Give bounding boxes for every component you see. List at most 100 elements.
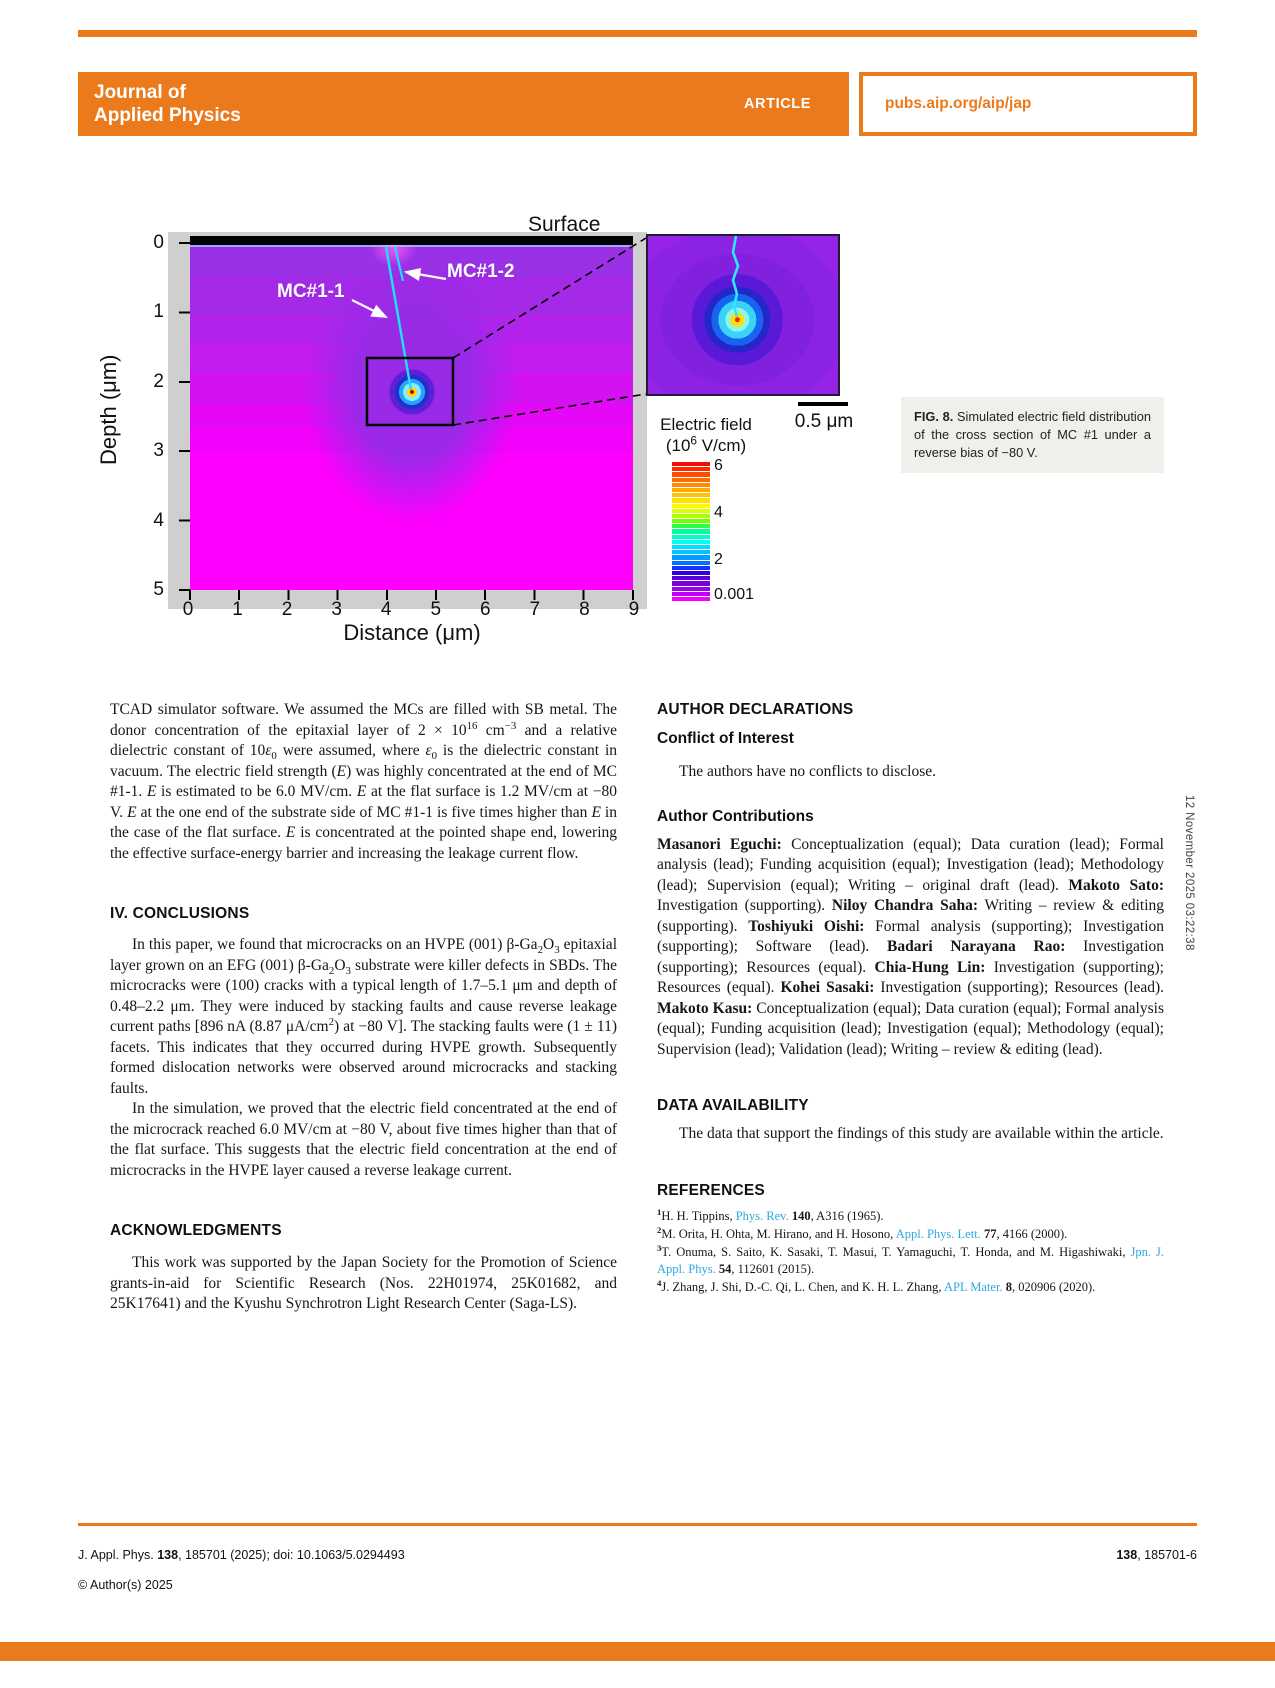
colorbar-stripe xyxy=(672,487,710,493)
footer-citation: J. Appl. Phys. 138, 185701 (2025); doi: … xyxy=(78,1548,405,1562)
x-tick: 9 xyxy=(628,599,640,620)
x-tick: 8 xyxy=(579,599,590,620)
colorbar-stripe xyxy=(672,550,710,555)
x-tick: 7 xyxy=(529,599,541,620)
body-paragraph: The authors have no conflicts to disclos… xyxy=(679,763,936,780)
subheading-conflict-of-interest: Conflict of Interest xyxy=(657,730,794,747)
colorbar-stripe xyxy=(672,462,710,467)
x-axis-ticks xyxy=(189,590,635,600)
reference-item: 2M. Orita, H. Ohta, M. Hirano, and H. Ho… xyxy=(657,1224,1068,1241)
annotation-mc1-1: MC#1-1 xyxy=(277,281,345,302)
x-axis-tick-labels: 0 1 2 3 4 5 6 7 8 9 xyxy=(177,600,645,620)
reference-link[interactable]: APL Mater. xyxy=(944,1279,1003,1294)
x-tick: 3 xyxy=(331,599,342,620)
crack-tip-field-hotspot xyxy=(389,369,435,415)
y-tick: 5 xyxy=(153,578,164,600)
bottom-accent-bar xyxy=(0,1642,1275,1661)
references-list: 1H. H. Tippins, Phys. Rev. 140, A316 (19… xyxy=(657,1206,1164,1296)
colorbar-stripe xyxy=(672,513,710,519)
colorbar-stripe xyxy=(672,555,710,560)
section-heading-conclusions: IV. CONCLUSIONS xyxy=(110,905,250,922)
surface-bar xyxy=(190,236,633,245)
colorbar-tick-label: 4 xyxy=(714,504,723,521)
colorbar-stripe xyxy=(672,529,710,534)
download-timestamp: 12 November 2025 03:22:38 xyxy=(1183,795,1195,951)
subheading-author-contributions: Author Contributions xyxy=(657,807,814,825)
body-paragraph: This work was supported by the Japan Soc… xyxy=(110,1254,617,1312)
x-tick: 0 xyxy=(182,599,194,620)
section-heading-references: REFERENCES xyxy=(657,1181,765,1199)
surface-label: Surface xyxy=(528,213,601,236)
annotation-mc1-2: MC#1-2 xyxy=(447,261,515,282)
x-tick: 6 xyxy=(479,599,491,620)
surface-field-line xyxy=(190,245,633,247)
colorbar-stripe xyxy=(672,472,710,477)
colorbar-units: (106 V/cm) xyxy=(665,433,747,455)
reference-item: 1H. H. Tippins, Phys. Rev. 140, A316 (19… xyxy=(657,1206,884,1223)
colorbar-stripe xyxy=(672,467,710,472)
colorbar-stripe xyxy=(672,503,710,508)
y-axis-title: Depth (μm) xyxy=(96,354,121,466)
journal-url-link[interactable]: pubs.aip.org/aip/jap xyxy=(863,76,1193,132)
top-accent-bar xyxy=(78,30,1197,37)
colorbar-stripe xyxy=(672,576,710,581)
y-tick: 4 xyxy=(153,509,164,531)
section-heading-data-availability: DATA AVAILABILITY xyxy=(657,1097,809,1114)
reference-link[interactable]: Phys. Rev. xyxy=(735,1208,789,1223)
y-axis-ticks xyxy=(179,242,190,591)
colorbar-stripe xyxy=(672,565,710,570)
y-tick: 1 xyxy=(153,301,164,323)
colorbar-title: Electric field xyxy=(660,415,752,434)
journal-name-line1: Journal of xyxy=(94,82,186,103)
colorbar-stripe xyxy=(672,545,710,550)
crack-tip-inset-plot xyxy=(646,234,840,396)
colorbar-tick-label: 2 xyxy=(714,551,723,568)
footer-page-number: 138, 185701-6 xyxy=(1116,1548,1197,1562)
reference-item: 3T. Onuma, S. Saito, K. Sasaki, T. Masui… xyxy=(657,1242,1164,1276)
section-heading-acknowledgments: ACKNOWLEDGMENTS xyxy=(110,1222,282,1239)
colorbar-ticks: 6 4 2 0.001 xyxy=(714,457,778,603)
colorbar-stripe xyxy=(672,524,710,529)
colorbar-stripe xyxy=(672,534,710,539)
body-paragraph: Masanori Eguchi: Conceptualization (equa… xyxy=(657,835,1165,1058)
colorbar-stripe xyxy=(672,596,710,602)
body-paragraph: TCAD simulator software. We assumed the … xyxy=(110,701,618,862)
colorbar-tick-label: 0.001 xyxy=(714,586,755,603)
colorbar-tick-label: 6 xyxy=(714,457,723,474)
x-axis-title: Distance (μm) xyxy=(343,620,481,645)
colorbar-stripes xyxy=(672,462,710,602)
colorbar-stripe xyxy=(672,560,710,565)
reference-link[interactable]: Appl. Phys. Lett. xyxy=(895,1226,981,1241)
colorbar-stripe xyxy=(672,482,710,487)
header-banner: Journal of Applied Physics ARTICLE pubs.… xyxy=(78,72,1197,136)
left-column: TCAD simulator software. We assumed the … xyxy=(110,700,617,1315)
colorbar-stripe xyxy=(672,508,710,513)
colorbar-stripe xyxy=(672,493,710,498)
reference-item: 4J. Zhang, J. Shi, D.-C. Qi, L. Chen, an… xyxy=(657,1277,1096,1294)
reference-link[interactable]: Jpn. J. Appl. Phys. xyxy=(657,1244,1164,1276)
colorbar-stripe xyxy=(672,519,710,524)
body-paragraph: The data that support the findings of th… xyxy=(679,1125,1164,1142)
footer-rule xyxy=(78,1523,1197,1526)
journal-banner: Journal of Applied Physics ARTICLE xyxy=(78,72,849,136)
colorbar-stripe xyxy=(672,498,710,503)
scale-bar xyxy=(798,402,848,406)
y-tick: 3 xyxy=(153,440,164,462)
x-tick: 1 xyxy=(232,599,243,620)
journal-name-line2: Applied Physics xyxy=(94,105,241,126)
colorbar-stripe xyxy=(672,570,710,576)
figure-caption: FIG. 8. Simulated electric field distrib… xyxy=(901,397,1164,473)
x-tick: 2 xyxy=(281,599,293,620)
colorbar-stripe xyxy=(672,477,710,482)
journal-url-box: pubs.aip.org/aip/jap xyxy=(859,72,1197,136)
section-heading-author-declarations: AUTHOR DECLARATIONS xyxy=(657,701,854,718)
body-paragraph: In this paper, we found that microcracks… xyxy=(110,936,617,1097)
y-axis-tick-labels: 0 1 2 3 4 5 xyxy=(138,233,164,600)
journal-logo: Journal of Applied Physics xyxy=(78,81,241,127)
footer-copyright: © Author(s) 2025 xyxy=(78,1578,173,1592)
y-tick: 2 xyxy=(153,370,164,392)
body-paragraph: In the simulation, we proved that the el… xyxy=(110,1100,617,1179)
colorbar-stripe xyxy=(672,586,710,591)
right-column: AUTHOR DECLARATIONS Conflict of Interest… xyxy=(657,700,1164,1297)
